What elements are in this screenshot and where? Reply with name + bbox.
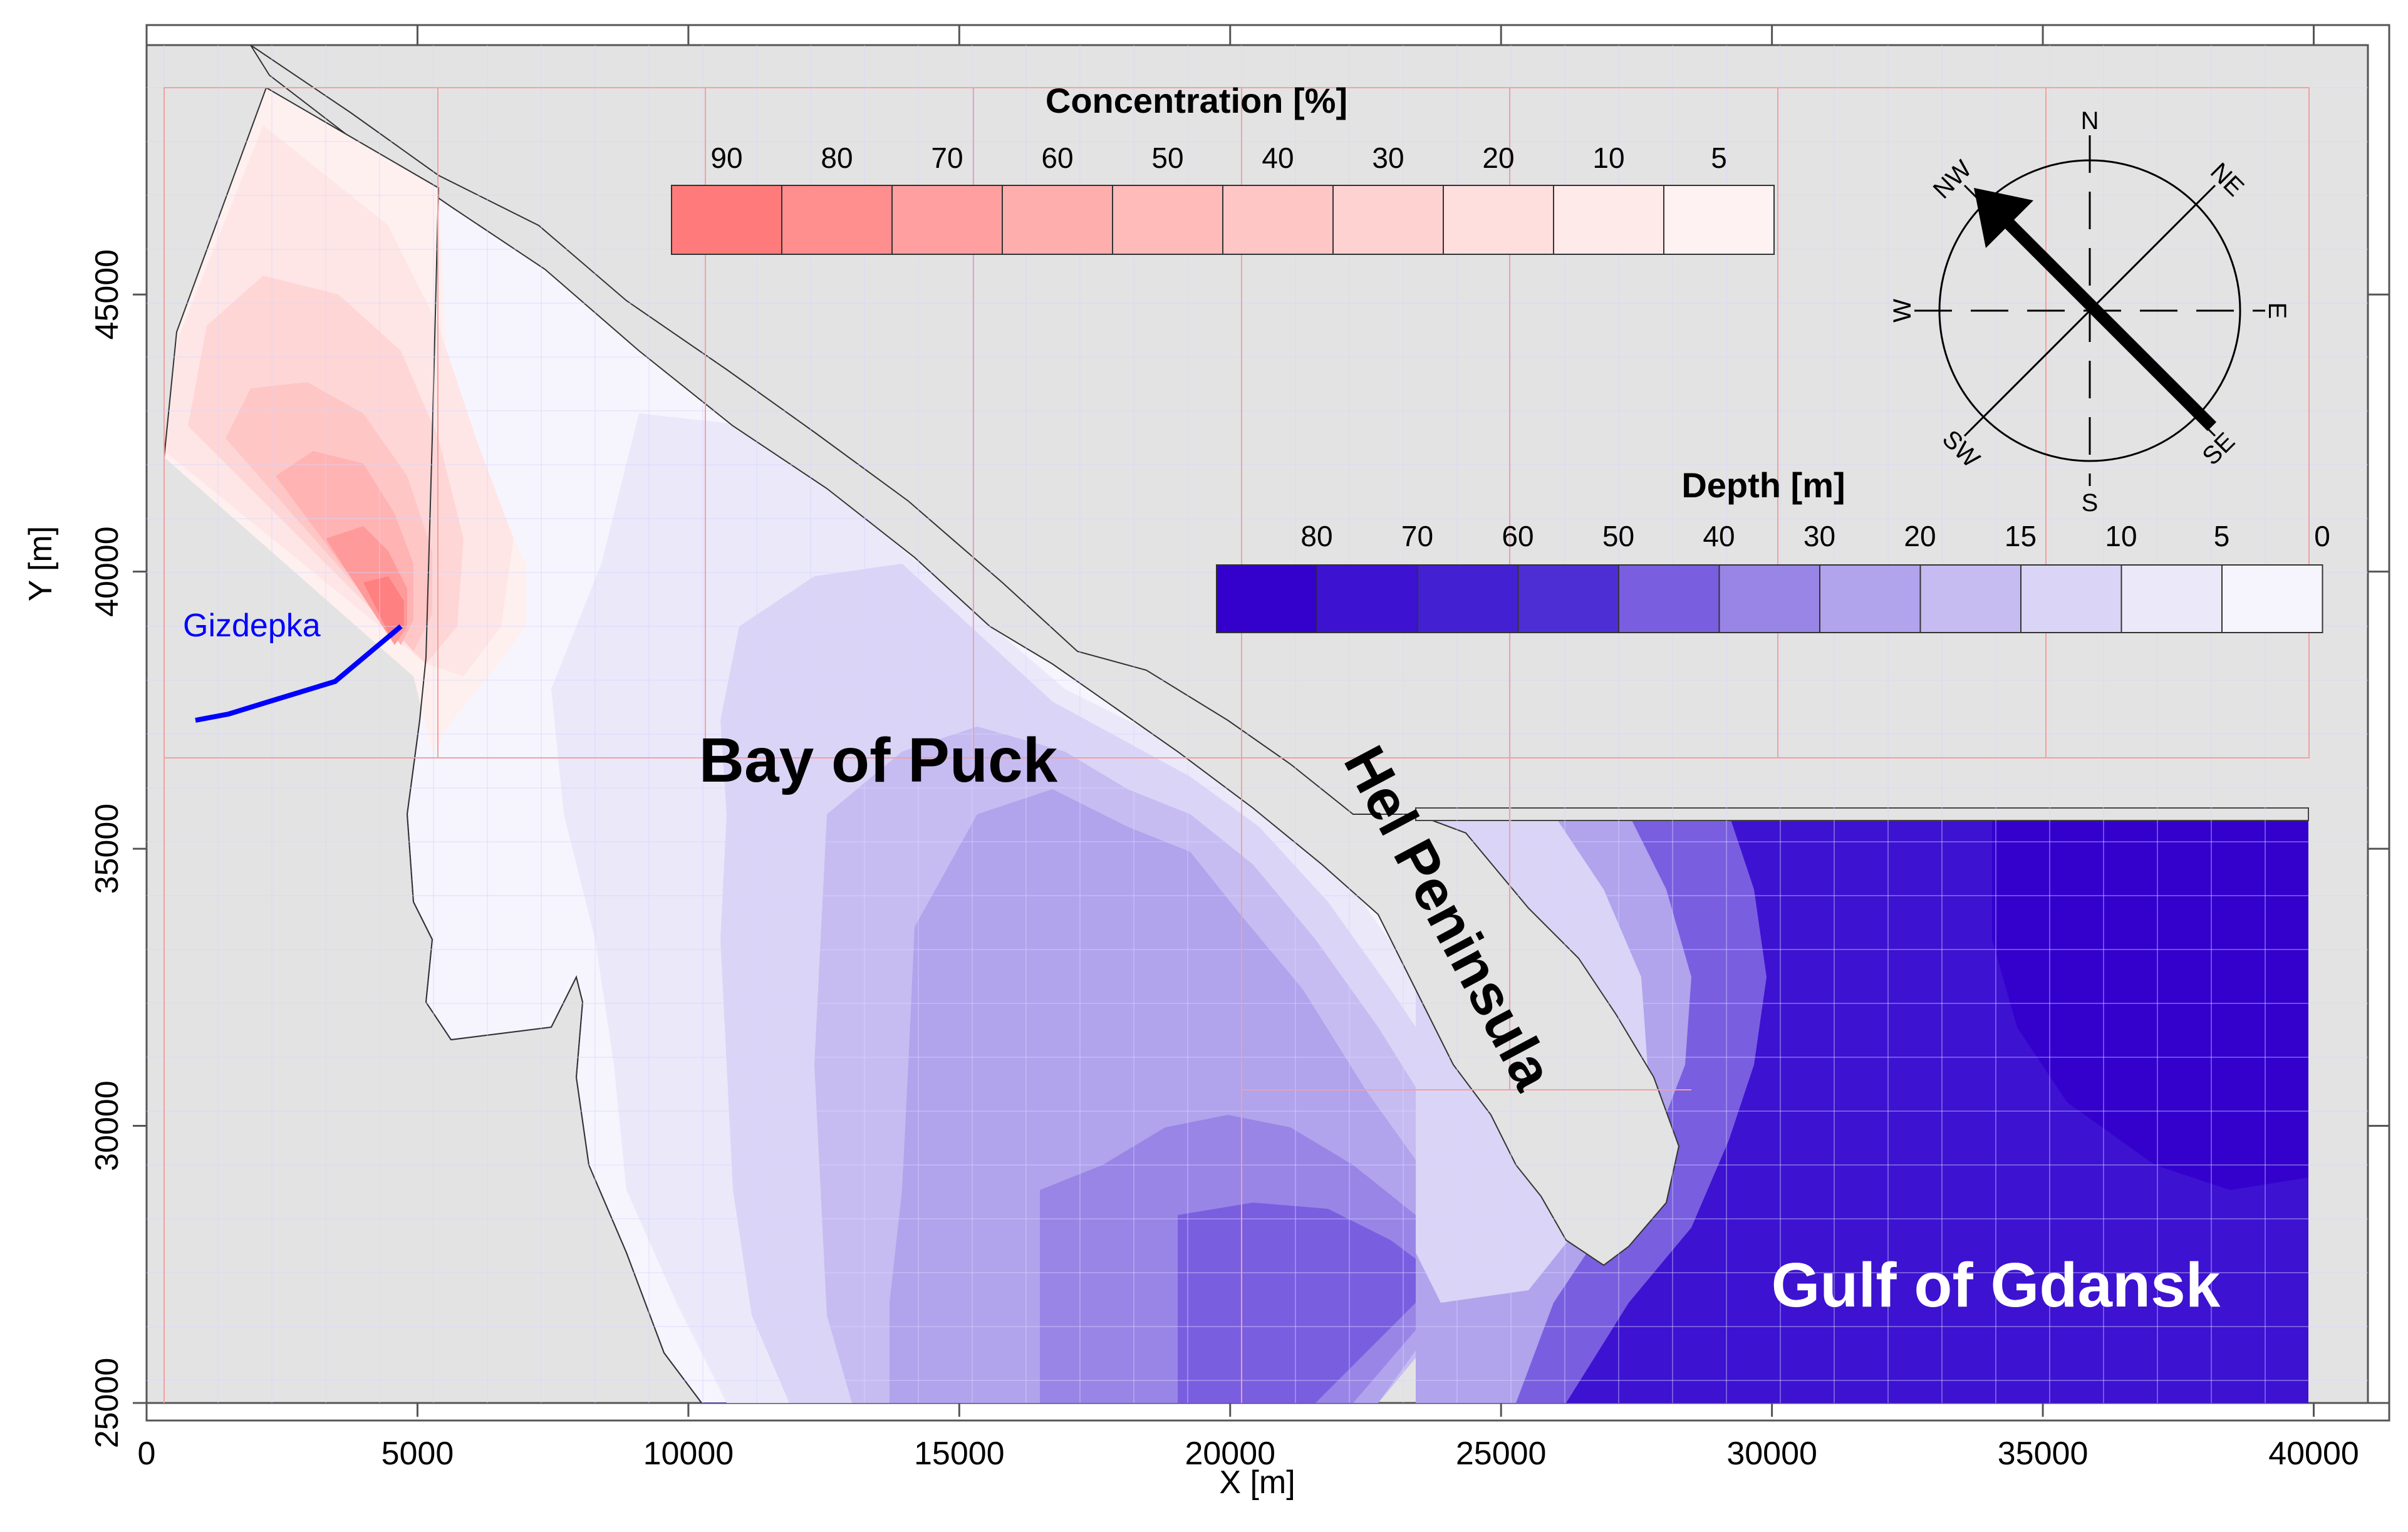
depth-legend-swatch (1819, 564, 1921, 633)
depth-legend-level-label: 80 (1300, 520, 1332, 552)
y-tick-label: 45000 (89, 249, 125, 340)
depth-legend-level-label: 40 (1703, 520, 1735, 552)
depth-legend-swatch (1316, 564, 1418, 633)
x-axis-ticks: 0 5000 10000 15000 20000 25000 30000 35000 40000 (138, 25, 2359, 1472)
depth-legend-swatch (1216, 564, 1318, 633)
gizdepka-river (195, 624, 403, 723)
compass-rose: N S E W NE NW SE SW (1889, 107, 2291, 517)
y-tick-label: 40000 (89, 526, 125, 617)
x-tick-label: 35000 (1998, 1436, 2089, 1472)
concLegend-level-label: 70 (931, 142, 963, 174)
compass-label-s: S (2082, 489, 2099, 517)
grid-gray (147, 45, 2368, 1403)
x-tick-label: 40000 (2268, 1436, 2359, 1472)
depth-legend-level-label: 50 (1602, 520, 1634, 552)
concLegend-swatch (891, 185, 1003, 255)
concLegend-swatch (1553, 185, 1664, 255)
wind-arrow-shaft (1997, 212, 2217, 432)
concLegend-swatch (1332, 185, 1444, 255)
depth-contour-40 (1178, 1203, 1441, 1403)
y-tick-label: 30000 (89, 1080, 125, 1171)
gulf-deep-80 (1992, 814, 2308, 1190)
x-tick-label: 0 (138, 1436, 156, 1472)
depth-legend-swatch (1517, 564, 1619, 633)
depth-legend-swatch (2020, 564, 2122, 633)
depth-legend-level-label: 10 (2105, 520, 2137, 552)
x-tick-label: 15000 (914, 1436, 1005, 1472)
depth-legend-swatch (1919, 564, 2021, 633)
concLegend-swatch (1002, 185, 1113, 255)
concLegend-swatch (781, 185, 893, 255)
depth-legend-level-label: 60 (1502, 520, 1534, 552)
concentration-legend: Concentration [%] 90 80 70 60 50 40 30 20 10 5 (671, 81, 1775, 255)
x-tick-label: 10000 (643, 1436, 734, 1472)
y-tick-label: 25000 (89, 1358, 125, 1449)
depth-legend-swatch (1417, 564, 1519, 633)
gulf-top-margin (1415, 807, 2309, 821)
y-axis-ticks: 25000 30000 35000 40000 45000 (89, 249, 2389, 1448)
compass-label-n: N (2081, 107, 2099, 135)
depth-legend-level-label: 0 (2314, 520, 2330, 552)
hel-peninsula-land (250, 45, 1680, 1266)
concentration-legend-title: Concentration [%] (1046, 81, 1347, 120)
concLegend-level-label: 5 (1711, 142, 1727, 174)
depth-legend-swatch (1718, 564, 1820, 633)
concLegend-swatch (1443, 185, 1554, 255)
concLegend-swatch (1112, 185, 1223, 255)
concLegend-level-label: 60 (1041, 142, 1073, 174)
concLegend-swatch (1663, 185, 1775, 255)
x-tick-label: 5000 (381, 1436, 454, 1472)
concLegend-swatch (1222, 185, 1334, 255)
depth-legend-level-label: 20 (1904, 520, 1936, 552)
plume-80 (363, 576, 404, 639)
depth-legend-swatch (2221, 564, 2323, 633)
concLegend-level-label: 90 (710, 142, 742, 174)
concLegend-level-label: 10 (1592, 142, 1624, 174)
grid-red (163, 87, 2310, 1403)
outer-frame (145, 24, 2390, 1422)
y-tick-label: 35000 (89, 804, 125, 894)
concLegend-level-label: 50 (1151, 142, 1183, 174)
x-axis-label: X [m] (1219, 1464, 1295, 1501)
y-axis-label: Y [m] (23, 526, 59, 601)
depth-legend-level-label: 70 (1401, 520, 1433, 552)
depth-legend-level-label: 5 (2214, 520, 2230, 552)
depth-legend-level-label: 30 (1803, 520, 1835, 552)
compass-label-w: W (1889, 299, 1916, 323)
depth-legend-swatch (2120, 564, 2223, 633)
x-tick-label: 20000 (1185, 1436, 1275, 1472)
x-tick-label: 30000 (1726, 1436, 1817, 1472)
x-tick-label: 25000 (1456, 1436, 1547, 1472)
depth-legend-title: Depth [m] (1681, 465, 1845, 505)
depth-legend-level-label: 15 (2005, 520, 2037, 552)
depth-legend: Depth [m] 80 70 60 50 40 30 20 15 10 5 0 (1216, 465, 2330, 633)
label-gulf-of-gdansk: Gulf of Gdansk (1772, 1250, 2221, 1320)
depth-legend-swatch (1618, 564, 1720, 633)
concLegend-level-label: 40 (1262, 142, 1294, 174)
concLegend-level-label: 30 (1372, 142, 1404, 174)
concLegend-level-label: 80 (821, 142, 853, 174)
concLegend-swatch (671, 185, 782, 255)
compass-label-e: E (2263, 303, 2291, 319)
label-bay-of-puck: Bay of Puck (699, 725, 1058, 795)
label-gizdepka: Gizdepka (183, 608, 321, 644)
wind-arrow-head (1974, 188, 2033, 248)
concLegend-level-label: 20 (1482, 142, 1514, 174)
